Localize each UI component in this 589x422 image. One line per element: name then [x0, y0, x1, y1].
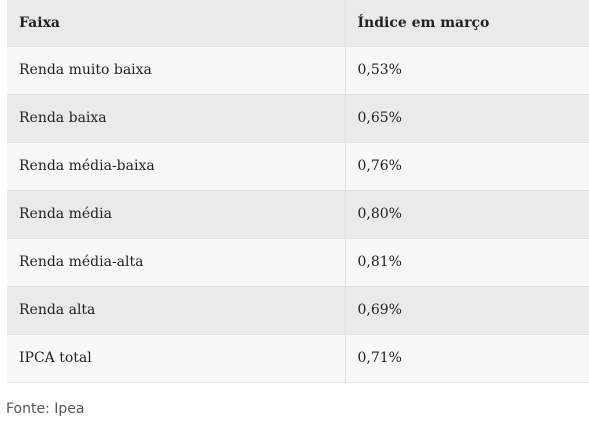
cell-indice: 0,65%: [345, 94, 589, 143]
table-header-row: Faixa Índice em março: [7, 0, 589, 47]
inflation-table: Faixa Índice em março Renda muito baixa …: [7, 0, 589, 383]
cell-indice: 0,81%: [345, 238, 589, 287]
table-row: Renda média-alta 0,81%: [7, 238, 589, 287]
cell-indice: 0,69%: [345, 286, 589, 335]
table-row: IPCA total 0,71%: [7, 334, 589, 383]
cell-faixa: Renda média-alta: [7, 238, 346, 287]
table-row: Renda alta 0,69%: [7, 286, 589, 335]
table-row: Renda muito baixa 0,53%: [7, 46, 589, 95]
source-caption: Fonte: Ipea: [6, 401, 85, 417]
table-row: Renda média 0,80%: [7, 190, 589, 239]
cell-faixa: IPCA total: [7, 334, 346, 383]
header-indice: Índice em março: [345, 0, 589, 47]
table-row: Renda média-baixa 0,76%: [7, 142, 589, 191]
cell-faixa: Renda alta: [7, 286, 346, 335]
table-row: Renda baixa 0,65%: [7, 94, 589, 143]
cell-faixa: Renda baixa: [7, 94, 346, 143]
cell-faixa: Renda muito baixa: [7, 46, 346, 95]
cell-faixa: Renda média-baixa: [7, 142, 346, 191]
cell-indice: 0,53%: [345, 46, 589, 95]
cell-indice: 0,76%: [345, 142, 589, 191]
cell-indice: 0,71%: [345, 334, 589, 383]
cell-indice: 0,80%: [345, 190, 589, 239]
header-faixa: Faixa: [7, 0, 346, 47]
cell-faixa: Renda média: [7, 190, 346, 239]
